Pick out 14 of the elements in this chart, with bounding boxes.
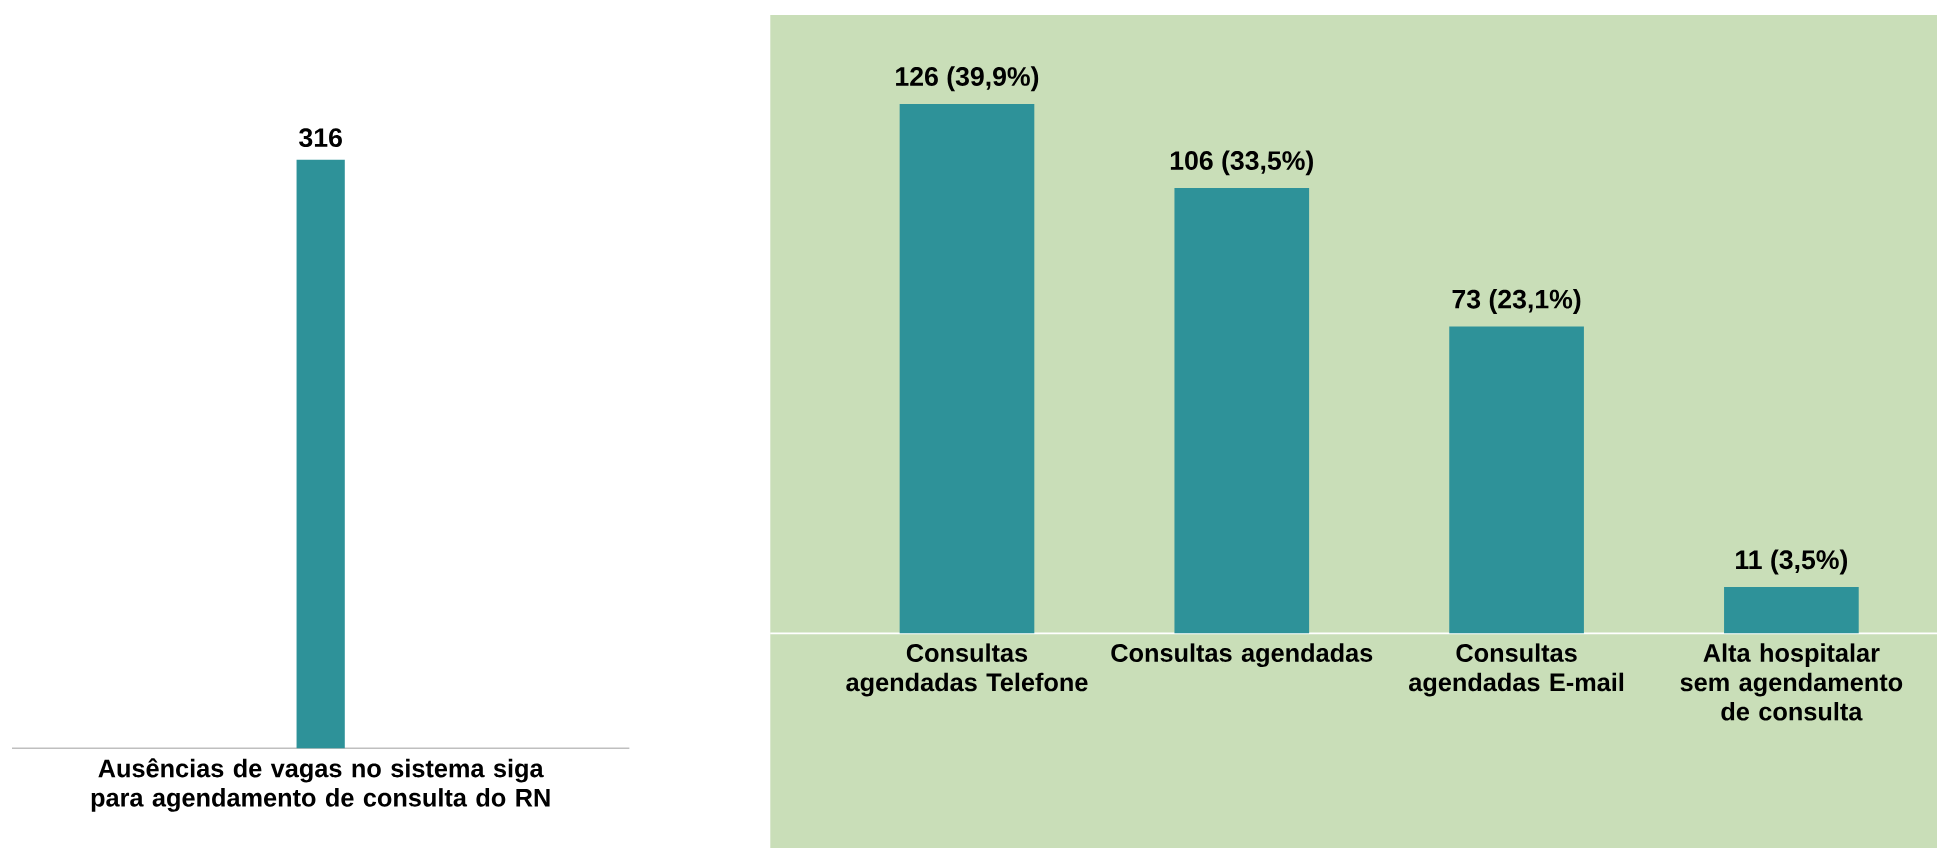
x-tick-label: Consultas agendadas Telefone: [846, 643, 1088, 697]
x-tick-label: Ausências de vagas no sistema siga para agendamento de consulta do RN: [91, 758, 550, 812]
data-label: 106 (33,5%): [1170, 150, 1313, 176]
bar: [1449, 326, 1584, 634]
data-label: 11 (3,5%): [1736, 549, 1848, 575]
bar: [1174, 187, 1310, 634]
x-tick-label: Consultas agendadas: [1111, 643, 1373, 668]
x-tick-label: Consultas agendadas E-mail: [1409, 643, 1624, 697]
data-label: 73 (23,1%): [1452, 289, 1581, 314]
data-label: 316: [299, 128, 342, 148]
bar: [1724, 587, 1859, 634]
data-label: 126 (39,9%): [896, 66, 1039, 92]
bar: [899, 103, 1035, 634]
x-tick-label: Alta hospitalar sem agendamento de consulta: [1680, 643, 1903, 721]
